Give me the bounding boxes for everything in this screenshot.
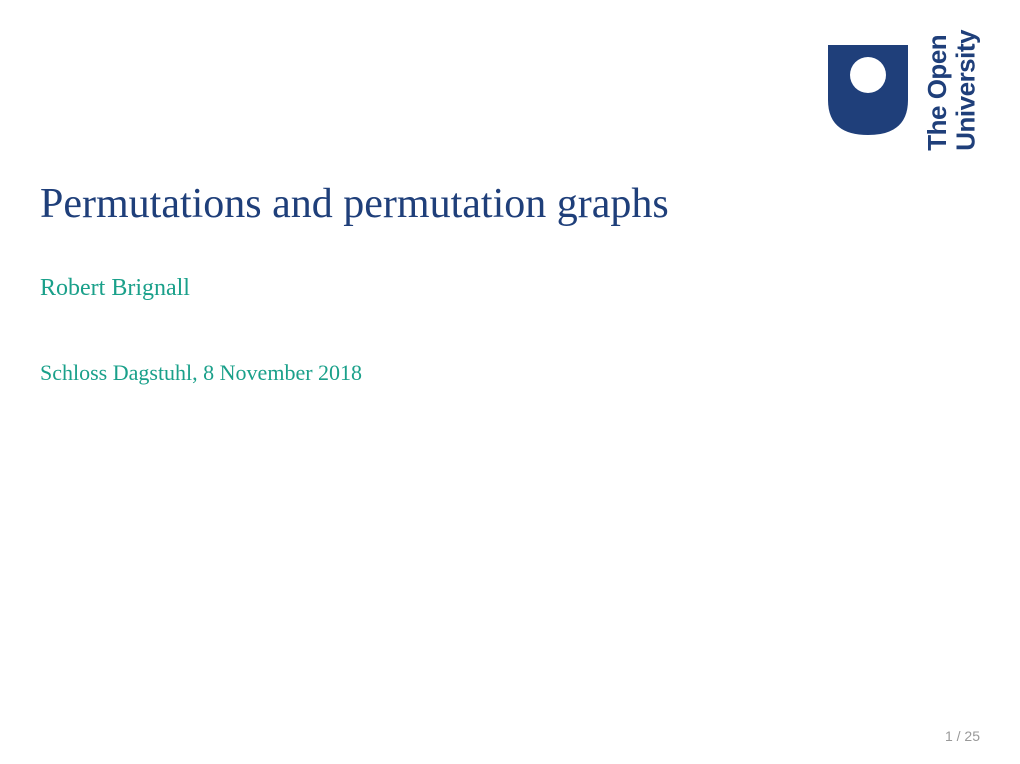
slide-container: The Open University Permutations and per…	[0, 0, 1020, 764]
ou-shield-icon	[823, 40, 913, 140]
page-number: 1 / 25	[945, 728, 980, 744]
logo-text-line1: The Open	[922, 35, 952, 151]
slide-title: Permutations and permutation graphs	[40, 180, 669, 228]
logo-text: The Open University	[923, 30, 980, 151]
venue-date: Schloss Dagstuhl, 8 November 2018	[40, 360, 362, 386]
author-name: Robert Brignall	[40, 275, 190, 302]
logo-container: The Open University	[823, 30, 980, 151]
logo-text-line2: University	[950, 30, 980, 151]
